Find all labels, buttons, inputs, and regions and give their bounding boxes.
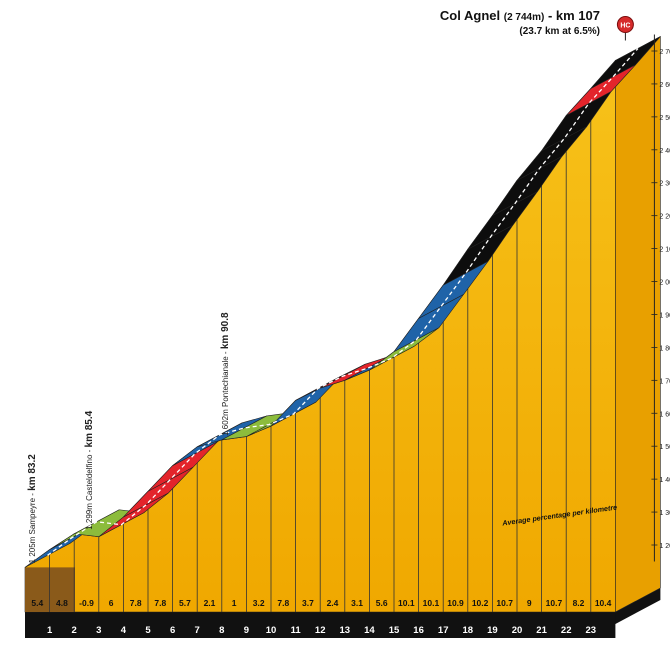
waypoint-km: km 90.8 <box>220 312 231 349</box>
altitude-tick-label: 2 700m <box>659 49 670 56</box>
altitude-tick-label: 2 600m <box>659 82 670 89</box>
altitude-tick-label: 2 400m <box>659 148 670 155</box>
waypoint-label: 1 299m Casteldelfino - km 85.4 <box>84 410 95 529</box>
waypoint-name: 1 299m Casteldelfino - km 85.4 <box>84 410 95 529</box>
altitude-tick-label: 1 700m <box>659 378 670 385</box>
top-band-black <box>590 36 661 89</box>
km-tick-label: 3 <box>96 625 101 636</box>
gradient-label: 2.4 <box>327 598 339 608</box>
km-tick-label: 14 <box>364 625 375 636</box>
gradient-label: 10.2 <box>472 598 489 608</box>
route-centre-line <box>47 48 639 556</box>
km-tick-label: 19 <box>487 625 498 636</box>
altitude-tick-label: 1 200m <box>659 543 670 550</box>
gradient-label: 5.7 <box>179 598 191 608</box>
altitude-tick-label: 1 300m <box>659 510 670 517</box>
km-tick-label: 9 <box>244 625 249 636</box>
gradient-label: 10.9 <box>447 598 464 608</box>
km-tick-label: 7 <box>195 625 200 636</box>
base-band-front <box>25 612 616 638</box>
summit-detail: (23.7 km at 6.5%) <box>519 26 600 37</box>
km-tick-label: 16 <box>413 625 424 636</box>
gradient-label: 6 <box>109 598 114 608</box>
km-tick-label: 22 <box>561 625 572 636</box>
km-tick-label: 18 <box>463 625 474 636</box>
altitude-tick-label: 2 500m <box>659 115 670 122</box>
waypoint-name: 1 205m Sampeyre - km 83.2 <box>27 454 38 564</box>
summit-category-label: HC <box>620 23 630 30</box>
km-tick-label: 13 <box>340 625 351 636</box>
km-tick-label: 15 <box>389 625 400 636</box>
altitude-tick-label: 1 500m <box>659 444 670 451</box>
profile-end-face <box>615 36 661 613</box>
km-tick-label: 20 <box>512 625 523 636</box>
summit-title: Col Agnel (2 744m) - km 107 <box>400 8 600 23</box>
gradient-label: 9 <box>527 598 532 608</box>
waypoint-km: km 83.2 <box>27 454 38 491</box>
km-tick-label: 11 <box>291 625 302 636</box>
gradient-labels: 5.4 4.8 -0.9 6 7.8 7.8 5.7 2.1 1 3.2 7.8 3.7 2.4 3.1 5… <box>31 598 611 608</box>
km-tick-label: 10 <box>266 625 277 636</box>
gradient-label: 8.2 <box>573 598 585 608</box>
km-tick-label: 1 <box>47 625 53 636</box>
gradient-label: 10.1 <box>398 598 415 608</box>
altitude-tick-label: 1 900m <box>659 312 670 319</box>
profile-start-face <box>25 567 75 612</box>
summit-altitude: (2 744m) <box>503 12 545 23</box>
gradient-label: 7.8 <box>154 598 166 608</box>
gradient-label: 5.6 <box>376 598 388 608</box>
waypoint-label: 1 602m Pontechianale - km 90.8 <box>220 312 231 436</box>
km-labels: 1 2 3 4 5 6 7 8 9 10 11 12 13 14 15 16 17 18 19 20 21 22 23 <box>47 625 596 636</box>
km-tick-label: 12 <box>315 625 326 636</box>
gradient-label: 3.2 <box>253 598 265 608</box>
waypoint-km: km 85.4 <box>84 410 95 447</box>
gradient-label: 7.8 <box>277 598 289 608</box>
altitude-tick-label: 1 800m <box>659 345 670 352</box>
gradient-label: 10.7 <box>546 598 563 608</box>
gradient-label: 10.1 <box>423 598 440 608</box>
gradient-label: 10.7 <box>496 598 513 608</box>
gradient-label: -0.9 <box>79 598 94 608</box>
profile-base <box>25 588 661 638</box>
altitude-axis: 1 200m 1 300m 1 400m 1 500m 1 600m 1 700m 1 80… <box>651 34 670 562</box>
gradient-label: 1 <box>232 598 237 608</box>
altitude-tick-label: 2 100m <box>659 247 670 254</box>
altitude-tick-label: 2 000m <box>659 280 670 287</box>
altitude-tick-label: 2 200m <box>659 214 670 221</box>
gradient-label: 3.7 <box>302 598 314 608</box>
gradient-label: 10.4 <box>595 598 612 608</box>
waypoint-name: 1 602m Pontechianale - km 90.8 <box>220 312 231 436</box>
km-dividers <box>49 88 592 612</box>
km-tick-label: 5 <box>145 625 151 636</box>
km-tick-label: 4 <box>121 625 127 636</box>
km-tick-label: 23 <box>586 625 597 636</box>
km-tick-label: 8 <box>219 625 224 636</box>
gradient-label: 5.4 <box>31 598 43 608</box>
summit-name: Col Agnel <box>439 8 501 23</box>
km-tick-label: 2 <box>72 625 77 636</box>
summit-category-badge <box>616 16 634 34</box>
km-tick-label: 6 <box>170 625 175 636</box>
gradient-label: 4.8 <box>56 598 68 608</box>
summit-separator: - <box>547 8 553 23</box>
gradient-label: 3.1 <box>351 598 363 608</box>
altitude-tick-label: 2 300m <box>659 181 670 188</box>
gradient-label: 2.1 <box>204 598 216 608</box>
km-tick-label: 17 <box>438 625 449 636</box>
altitude-tick-label: 1 600m <box>659 411 670 418</box>
gradient-label: 7.8 <box>130 598 142 608</box>
waypoint-label: 1 205m Sampeyre - km 83.2 <box>27 454 38 564</box>
km-tick-label: 21 <box>536 625 547 636</box>
summit-km: km 107 <box>555 8 600 23</box>
altitude-tick-label: 1 400m <box>659 477 670 484</box>
